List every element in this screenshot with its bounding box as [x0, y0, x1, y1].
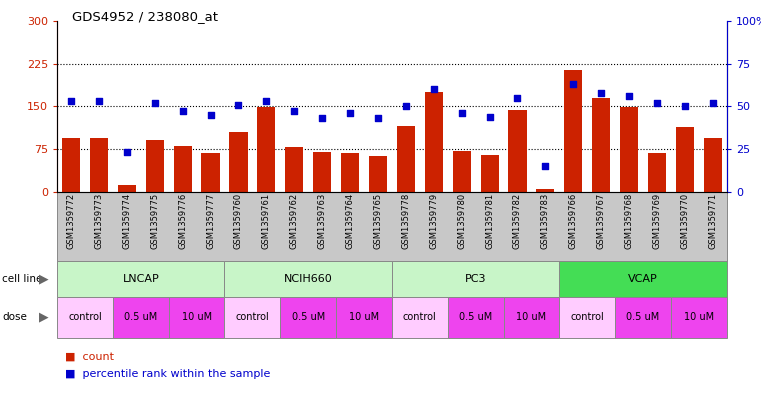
Text: 0.5 uM: 0.5 uM	[459, 312, 492, 322]
Bar	[425, 92, 443, 192]
Point	[121, 149, 133, 156]
Point	[623, 93, 635, 99]
Point	[679, 103, 691, 109]
Bar	[257, 107, 275, 192]
Point	[511, 95, 524, 101]
Point	[93, 98, 105, 104]
Text: ■  percentile rank within the sample: ■ percentile rank within the sample	[65, 369, 270, 379]
Point	[344, 110, 356, 116]
Bar	[202, 153, 220, 192]
Bar	[369, 156, 387, 192]
Bar	[508, 110, 527, 192]
Point	[651, 100, 663, 106]
Bar	[620, 107, 638, 192]
Point	[456, 110, 468, 116]
Point	[540, 163, 552, 169]
Bar	[592, 98, 610, 192]
Bar	[480, 155, 498, 192]
Point	[232, 101, 244, 108]
Text: PC3: PC3	[465, 274, 486, 284]
Bar	[62, 138, 80, 192]
Text: ■  count: ■ count	[65, 352, 113, 362]
Point	[65, 98, 77, 104]
Text: 0.5 uM: 0.5 uM	[626, 312, 660, 322]
Text: control: control	[68, 312, 102, 322]
Bar	[704, 138, 722, 192]
Bar	[648, 153, 666, 192]
Text: GDS4952 / 238080_at: GDS4952 / 238080_at	[72, 10, 218, 23]
Text: 10 uM: 10 uM	[517, 312, 546, 322]
Text: 0.5 uM: 0.5 uM	[124, 312, 158, 322]
Point	[372, 115, 384, 121]
Text: ▶: ▶	[39, 311, 48, 324]
Point	[316, 115, 328, 121]
Text: NCIH660: NCIH660	[284, 274, 333, 284]
Point	[483, 114, 495, 120]
Bar	[676, 127, 694, 192]
Point	[595, 90, 607, 96]
Bar	[145, 140, 164, 192]
Bar	[341, 153, 359, 192]
Text: control: control	[570, 312, 604, 322]
Point	[205, 112, 217, 118]
Text: control: control	[235, 312, 269, 322]
Point	[148, 100, 161, 106]
Bar	[174, 146, 192, 192]
Bar	[564, 70, 582, 192]
Text: dose: dose	[2, 312, 27, 322]
Text: 0.5 uM: 0.5 uM	[291, 312, 325, 322]
Point	[177, 108, 189, 115]
Text: 10 uM: 10 uM	[684, 312, 714, 322]
Bar	[537, 189, 555, 192]
Bar	[90, 138, 108, 192]
Bar	[285, 147, 304, 192]
Point	[707, 100, 719, 106]
Point	[428, 86, 440, 92]
Text: VCAP: VCAP	[628, 274, 658, 284]
Bar	[118, 185, 136, 192]
Text: ▶: ▶	[39, 272, 48, 285]
Text: cell line: cell line	[2, 274, 43, 284]
Bar	[229, 132, 247, 192]
Bar	[453, 151, 471, 192]
Point	[260, 98, 272, 104]
Point	[288, 108, 301, 115]
Text: LNCAP: LNCAP	[123, 274, 159, 284]
Bar	[396, 126, 415, 192]
Text: 10 uM: 10 uM	[349, 312, 379, 322]
Text: 10 uM: 10 uM	[182, 312, 212, 322]
Text: control: control	[403, 312, 437, 322]
Point	[400, 103, 412, 109]
Point	[567, 81, 579, 87]
Bar	[313, 152, 331, 192]
